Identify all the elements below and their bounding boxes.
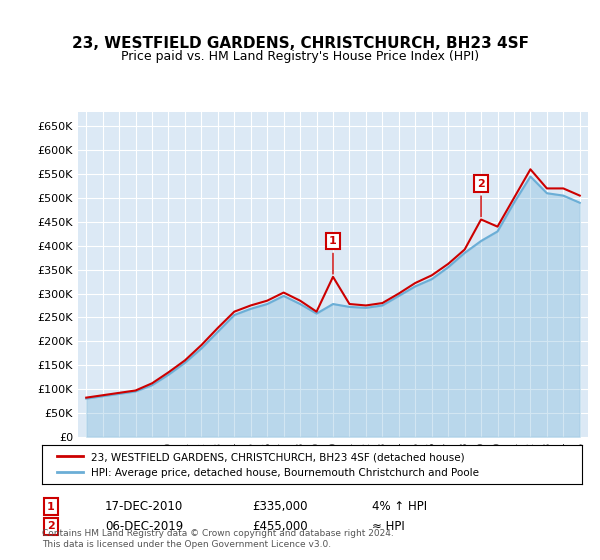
Text: 17-DEC-2010: 17-DEC-2010 bbox=[105, 500, 183, 514]
Text: 1: 1 bbox=[47, 502, 55, 512]
Text: 23, WESTFIELD GARDENS, CHRISTCHURCH, BH23 4SF: 23, WESTFIELD GARDENS, CHRISTCHURCH, BH2… bbox=[71, 36, 529, 52]
Text: ≈ HPI: ≈ HPI bbox=[372, 520, 405, 533]
Text: £455,000: £455,000 bbox=[252, 520, 308, 533]
Text: £335,000: £335,000 bbox=[252, 500, 308, 514]
Text: 1: 1 bbox=[329, 236, 337, 246]
Text: 06-DEC-2019: 06-DEC-2019 bbox=[105, 520, 183, 533]
Text: 2: 2 bbox=[47, 521, 55, 531]
Text: Contains HM Land Registry data © Crown copyright and database right 2024.
This d: Contains HM Land Registry data © Crown c… bbox=[42, 529, 394, 549]
Text: Price paid vs. HM Land Registry's House Price Index (HPI): Price paid vs. HM Land Registry's House … bbox=[121, 50, 479, 63]
Legend: 23, WESTFIELD GARDENS, CHRISTCHURCH, BH23 4SF (detached house), HPI: Average pri: 23, WESTFIELD GARDENS, CHRISTCHURCH, BH2… bbox=[53, 448, 484, 482]
Text: 2: 2 bbox=[477, 179, 485, 189]
Text: 4% ↑ HPI: 4% ↑ HPI bbox=[372, 500, 427, 514]
